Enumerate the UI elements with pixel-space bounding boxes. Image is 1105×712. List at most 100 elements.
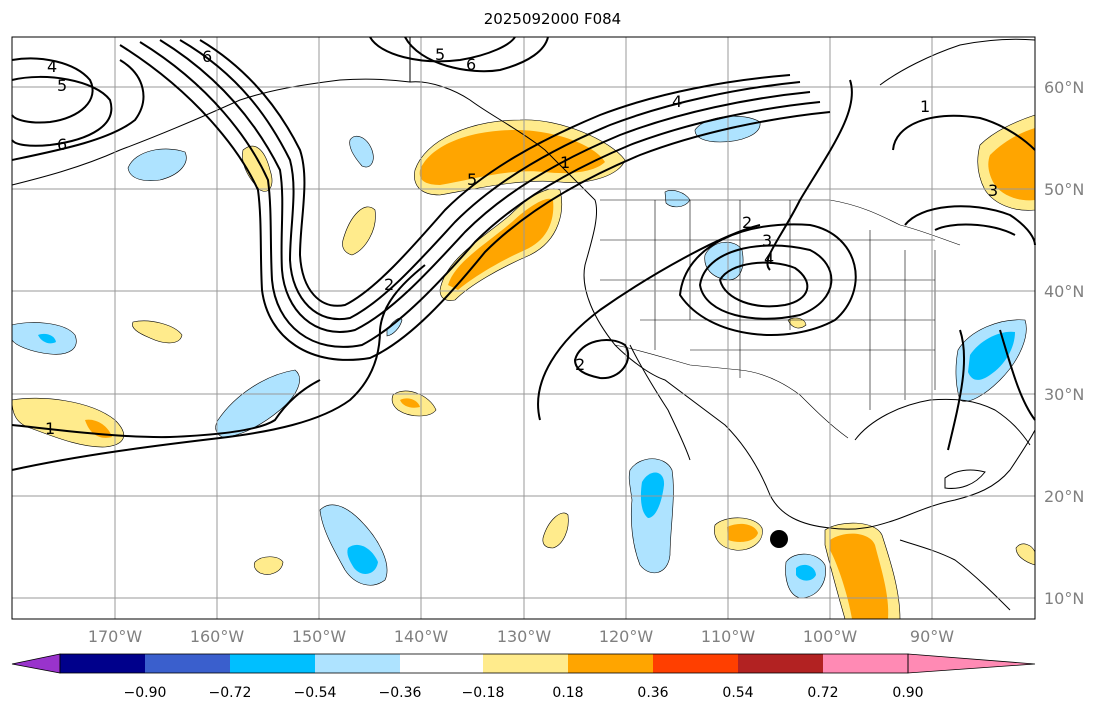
contour-label-4: 4 [672,92,682,111]
contour-label-2: 2 [575,355,585,374]
positive-area-small-3 [132,320,183,344]
contour-east-1 [766,79,853,271]
colorbar-tick: 0.72 [807,685,838,701]
colorbar-segment [483,654,568,673]
contour-label-1: 1 [560,153,570,172]
lon-label-130w: 130°W [497,627,552,646]
colorbar-tick: −0.18 [462,685,505,701]
lon-label-110w: 110°W [701,627,756,646]
gulf-coast [854,398,1031,446]
contour-jet-4 [139,41,821,348]
contour-west-6 [11,59,145,161]
contour-jet-5 [119,44,831,361]
contour-label-1: 1 [920,97,930,116]
positive-area-small-5 [542,512,569,549]
positive-area-small-8 [787,317,807,329]
contour-east-low [904,205,1036,246]
negative-core-west-edge [38,333,56,344]
lon-label-90w: 90°W [910,627,954,646]
longitude-labels: 170°W 160°W 150°W 140°W 130°W 120°W 110°… [88,627,954,646]
positive-area-small-6 [253,556,284,575]
colorbar-tick: −0.54 [294,685,337,701]
positive-core-east-canada [988,128,1035,201]
contour-alaska-5 [369,36,516,63]
negative-area-small-3 [386,318,403,337]
colorbar-frame [59,653,909,674]
contour-label-group: 1 4 5 6 6 5 6 4 1 3 2 3 4 2 5 1 2 [45,45,998,438]
contour-label-5: 5 [435,45,445,64]
positive-core-small-4 [400,398,420,408]
colorbar-tick: −0.90 [124,685,167,701]
contour-label-6: 6 [466,55,476,74]
contour-jet-2 [179,39,801,321]
contour-2-south [537,224,761,421]
contour-west-4 [11,57,94,124]
contour-label-3: 3 [988,181,998,200]
storm-position-marker [770,530,788,548]
contour-northeast-3 [892,114,1036,151]
latitude-labels: 60°N 50°N 40°N 30°N 20°N 10°N [1044,78,1084,608]
canada-east-coast [879,38,1036,86]
us-mexico-border [614,344,849,439]
colorbar-left-extension [11,653,61,674]
lat-label-30n: 30°N [1044,385,1084,404]
colorbar-tick: 0.90 [892,685,923,701]
colorbar-tick: −0.72 [209,685,252,701]
lat-label-60n: 60°N [1044,78,1084,97]
contour-label-2: 2 [742,213,752,232]
central-america-coast [899,539,1011,611]
colorbar-segment [230,654,315,673]
contour-low-3 [698,244,833,320]
lon-label-160w: 160°W [190,627,245,646]
yucatan-coast [944,469,986,489]
positive-core-west-pacific [85,419,112,438]
anomaly-shading [11,114,1036,620]
contour-label-4: 4 [764,249,774,268]
contour-jet-3 [159,39,811,333]
colorbar-segment [568,654,653,673]
contour-2-loop [573,339,630,380]
colorbar-segment [315,654,400,673]
contour-lines [11,36,1036,471]
negative-area-small-1 [349,135,374,168]
colorbar [11,653,1036,674]
contour-label-2: 2 [384,275,394,294]
negative-area-aleutian [127,148,187,181]
state-lines-horizontal [600,239,935,351]
positive-core-mexico [727,523,758,542]
lon-label-100w: 100°W [803,627,858,646]
colorbar-tick: −0.36 [379,685,422,701]
contour-label-6: 6 [202,47,212,66]
lat-label-10n: 10°N [1044,589,1084,608]
colorbar-tick-labels: −0.90 −0.72 −0.54 −0.36 −0.18 0.18 0.36 … [124,685,924,701]
contour-label-6: 6 [57,135,67,154]
lat-label-20n: 20°N [1044,487,1084,506]
lon-label-150w: 150°W [292,627,347,646]
contour-east-trough [947,329,1036,451]
lat-label-40n: 40°N [1044,282,1084,301]
contour-label-5: 5 [57,76,67,95]
colorbar-segment [145,654,230,673]
contour-label-1: 1 [45,419,55,438]
colorbar-tick: 0.54 [722,685,753,701]
colorbar-right-extension [907,653,1036,674]
contour-label-4: 4 [47,57,57,76]
map-title: 2025092000 F084 [483,10,622,28]
contour-label-3: 3 [762,231,772,250]
colorbar-segment [60,654,145,673]
positive-core-offshore-oregon [448,198,554,290]
negative-core-south-pacific [347,544,378,574]
colorbar-segment [400,654,483,673]
positive-area-small-2 [342,206,376,256]
lon-label-170w: 170°W [88,627,143,646]
lat-label-50n: 50°N [1044,180,1084,199]
us-canada-border [600,199,961,246]
contour-low-4 [718,261,809,308]
map-frame [11,36,1036,620]
negative-core-mexico-south [796,564,816,581]
lon-label-140w: 140°W [394,627,449,646]
contour-alaska-6 [404,36,549,73]
colorbar-segment [823,654,908,673]
positive-area-small-1 [242,145,273,192]
